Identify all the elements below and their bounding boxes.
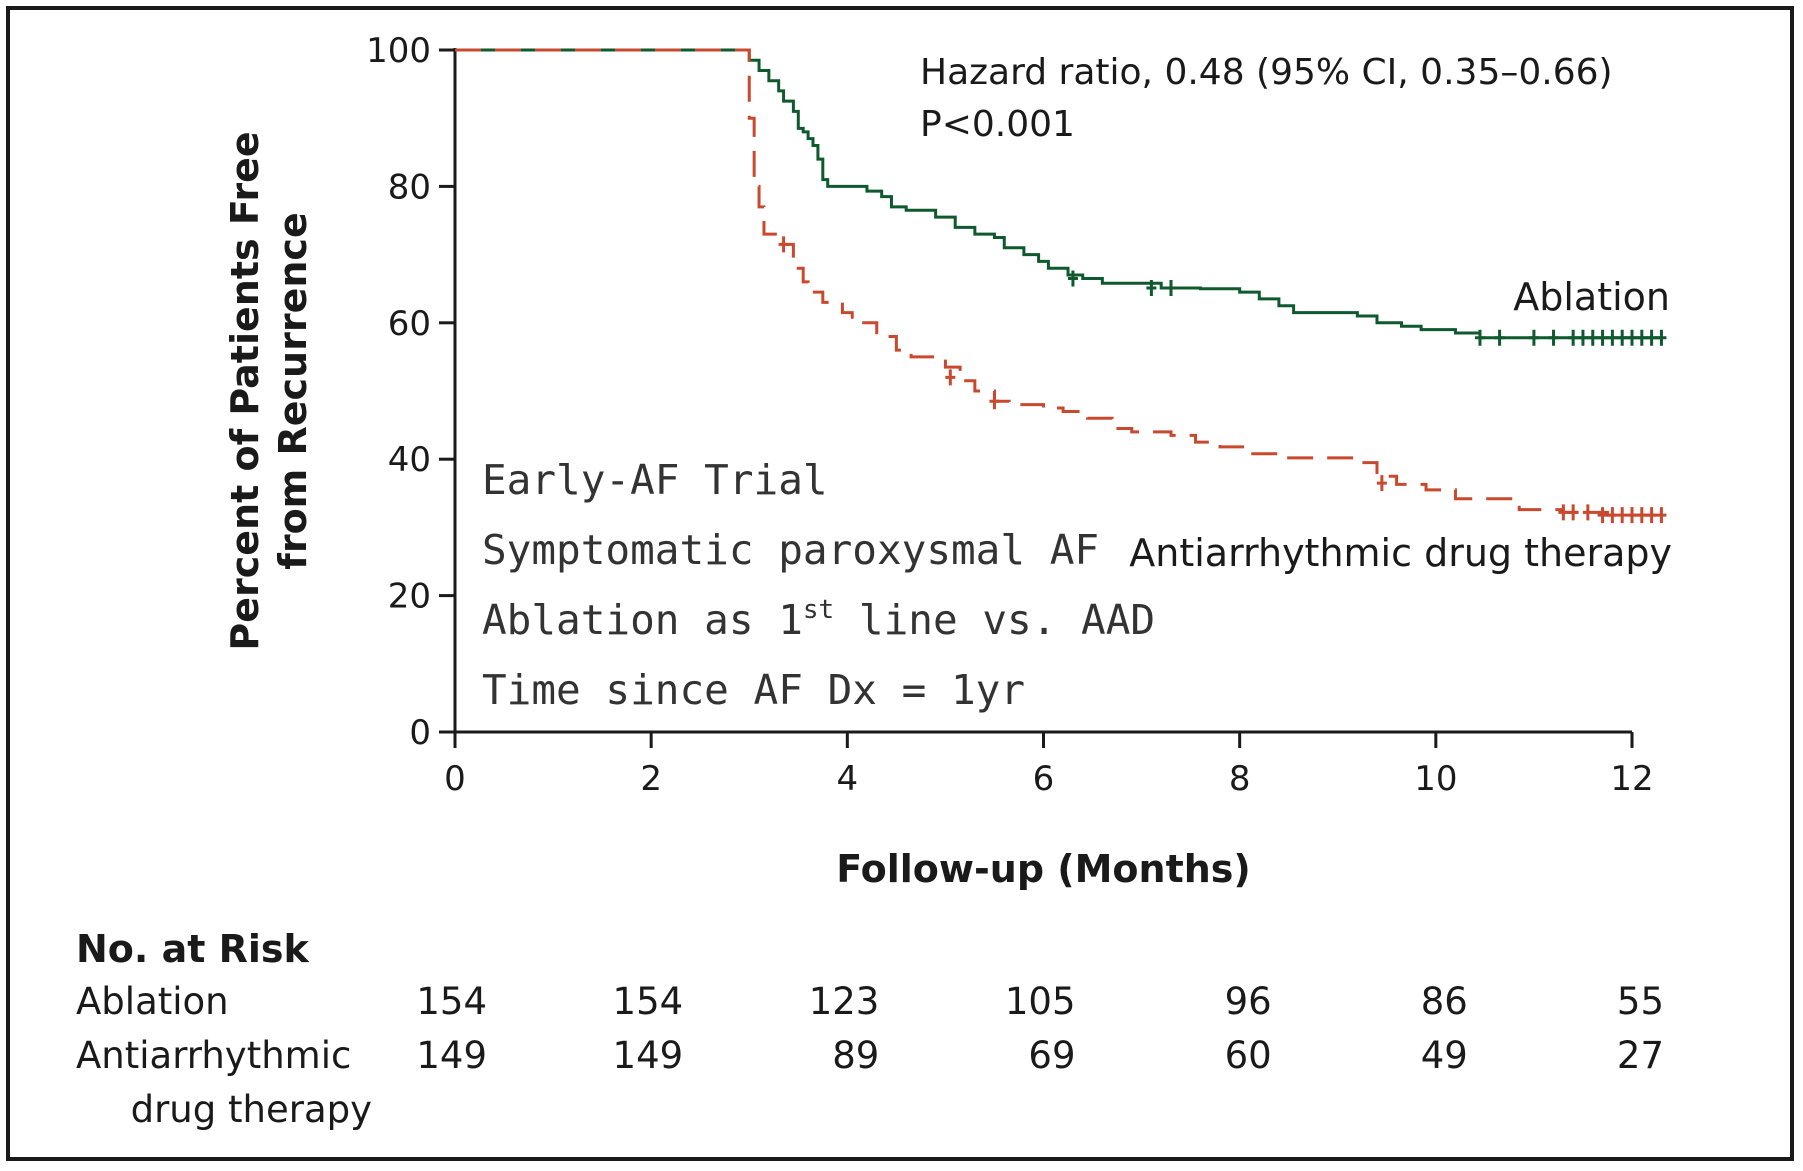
censor-mark <box>989 393 1000 410</box>
y-axis-title: Percent of Patients Free from Recurrence <box>223 131 315 650</box>
censor-mark <box>1656 507 1667 524</box>
censor-mark <box>1166 280 1177 297</box>
censor-mark <box>1617 507 1628 524</box>
risk-value: 86 <box>1421 980 1468 1023</box>
trial-note-text: line vs. AAD <box>834 596 1155 644</box>
x-tick-label: 8 <box>1229 759 1251 799</box>
trial-note-line: Symptomatic paroxysmal AF <box>482 526 1099 574</box>
risk-value: 123 <box>809 980 880 1023</box>
censor-mark <box>1558 504 1569 521</box>
risk-value: 60 <box>1225 1034 1272 1077</box>
risk-row-label: Antiarrhythmic <box>76 1034 351 1077</box>
censor-mark <box>1627 507 1637 524</box>
risk-value: 154 <box>416 980 487 1023</box>
censor-mark <box>1656 329 1667 346</box>
x-tick-label: 4 <box>837 759 859 799</box>
survival-curves <box>455 48 1667 524</box>
censor-mark <box>1617 329 1628 346</box>
trial-note-text: Early-AF Trial <box>482 456 828 504</box>
hazard-ratio-text: Hazard ratio, 0.48 (95% CI, 0.35–0.66) <box>920 52 1613 93</box>
censor-mark <box>1597 329 1608 346</box>
risk-value: 149 <box>416 1034 487 1077</box>
curve-ablation <box>455 48 1662 340</box>
x-axis-title: Follow-up (Months) <box>836 847 1251 891</box>
curve-antiarrhythmic <box>455 48 1662 517</box>
risk-value: 154 <box>613 980 684 1023</box>
trial-note-text: Ablation as 1 <box>482 596 803 644</box>
censor-mark <box>1607 329 1618 346</box>
trial-note-line: Time since AF Dx = 1yr <box>482 666 1025 714</box>
trial-note-line: Ablation as 1st line vs. AAD <box>482 595 1155 644</box>
y-tick-label: 100 <box>366 31 431 71</box>
y-axis-title-line: from Recurrence <box>271 212 315 569</box>
censor-mark <box>1474 329 1485 346</box>
series-label-antiarrhythmic: Antiarrhythmic drug therapy <box>1129 531 1672 575</box>
risk-value: 55 <box>1617 980 1664 1023</box>
risk-row-label: Ablation <box>76 980 229 1023</box>
x-tick-label: 6 <box>1033 759 1055 799</box>
censor-mark <box>1376 475 1387 492</box>
censor-mark <box>1577 329 1588 346</box>
censor-mark <box>1494 329 1505 346</box>
trial-note-superscript: st <box>803 595 834 625</box>
censor-mark <box>1067 270 1078 287</box>
y-tick-label: 60 <box>388 304 431 344</box>
risk-value: 149 <box>613 1034 684 1077</box>
censor-mark <box>1597 507 1608 524</box>
x-tick-label: 10 <box>1414 759 1457 799</box>
risk-value: 89 <box>832 1034 879 1077</box>
trial-note-text: Time since AF Dx = 1yr <box>482 666 1025 714</box>
censor-mark <box>1568 329 1579 346</box>
censor-mark <box>1568 504 1579 521</box>
risk-value: 49 <box>1421 1034 1468 1077</box>
censor-mark <box>1646 329 1657 346</box>
figure-frame <box>6 6 1794 1161</box>
censor-mark <box>1587 329 1598 346</box>
censor-mark <box>1607 507 1618 524</box>
censor-mark <box>1636 507 1647 524</box>
chart-texts: Hazard ratio, 0.48 (95% CI, 0.35–0.66) P<… <box>482 52 1672 714</box>
y-tick-label: 0 <box>409 713 431 753</box>
series-label-ablation: Ablation <box>1513 275 1670 319</box>
x-tick-label: 12 <box>1610 759 1653 799</box>
risk-value: 105 <box>1005 980 1076 1023</box>
risk-table-title: No. at Risk <box>76 927 310 971</box>
risk-table: No. at Risk Ablation 154 154 123 105 96 86 55 Ant… <box>76 927 1664 1131</box>
censor-mark <box>1146 280 1157 297</box>
risk-value: 69 <box>1028 1034 1075 1077</box>
censor-mark <box>1548 329 1559 346</box>
risk-value: 27 <box>1617 1034 1664 1077</box>
censor-mark <box>945 369 956 386</box>
censor-mark <box>1646 507 1657 524</box>
y-tick-label: 80 <box>388 167 431 207</box>
risk-value: 96 <box>1225 980 1272 1023</box>
axes: 0 20 40 60 80 100 0 2 4 6 8 10 12 Percent of Patients… <box>223 31 1654 891</box>
y-axis-title-line: Percent of Patients Free <box>223 131 267 650</box>
y-tick-label: 20 <box>388 577 431 617</box>
censor-mark <box>1636 329 1647 346</box>
risk-row-label: drug therapy <box>131 1088 372 1131</box>
trial-note-line: Early-AF Trial <box>482 456 828 504</box>
censor-mark <box>778 236 789 253</box>
y-tick-label: 40 <box>388 440 431 480</box>
trial-note-text: Symptomatic paroxysmal AF <box>482 526 1099 574</box>
censor-mark <box>1528 329 1539 346</box>
x-tick-label: 0 <box>444 759 466 799</box>
x-tick-label: 2 <box>640 759 662 799</box>
censor-mark <box>1582 504 1593 521</box>
p-value-text: P<0.001 <box>920 104 1075 145</box>
censor-mark <box>1627 329 1637 346</box>
